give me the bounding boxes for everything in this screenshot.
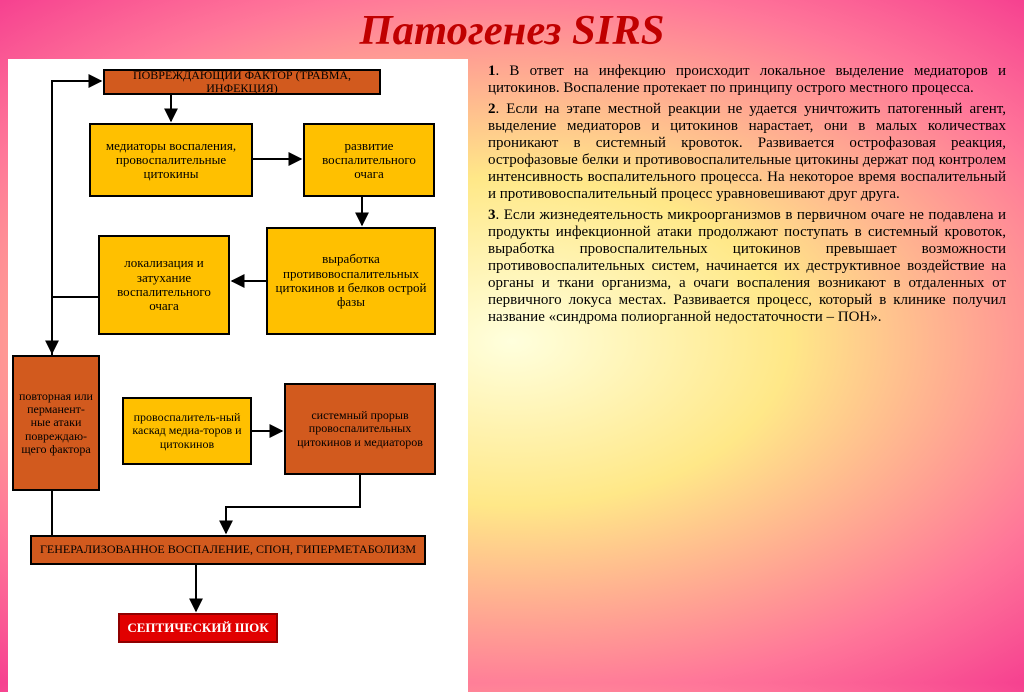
flow-node-b6: повторная или перманент-ные атаки повреж… (12, 355, 100, 491)
arrow (52, 297, 98, 353)
arrow (226, 475, 360, 533)
flow-node-b4: локализация и затухание воспалительного … (98, 235, 230, 335)
explanation-panel: 1. В ответ на инфекцию происходит локаль… (468, 55, 1024, 688)
page-title: Патогенез SIRS (0, 0, 1024, 55)
explain-item: 2. Если на этапе местной реакции не удае… (488, 101, 1006, 203)
flow-node-b10: СЕПТИЧЕСКИЙ ШОК (118, 613, 278, 643)
flow-node-b2: медиаторы воспаления, провоспалительные … (89, 123, 253, 197)
explain-num: 3 (488, 207, 496, 223)
explain-num: 1 (488, 63, 496, 79)
explain-item: 3. Если жизнедеятельность микроорганизмо… (488, 207, 1006, 326)
explain-text: . Если на этапе местной реакции не удает… (488, 101, 1006, 202)
explain-text: . Если жизнедеятельность микроорганизмов… (488, 207, 1006, 325)
flow-node-b7: провоспалитель-ный каскад медиа-торов и … (122, 397, 252, 465)
flow-node-b5: выработка противовоспалительных цитокино… (266, 227, 436, 335)
flow-node-b8: системный прорыв провоспалительных циток… (284, 383, 436, 475)
main-layout: ПОВРЕЖДАЮЩИЙ ФАКТОР (ТРАВМА, ИНФЕКЦИЯ) ме… (0, 55, 1024, 688)
flow-node-b1: ПОВРЕЖДАЮЩИЙ ФАКТОР (ТРАВМА, ИНФЕКЦИЯ) (103, 69, 381, 95)
flow-node-b9: ГЕНЕРАЛИЗОВАННОЕ ВОСПАЛЕНИЕ, СПОН, ГИПЕР… (30, 535, 426, 565)
flowchart-panel: ПОВРЕЖДАЮЩИЙ ФАКТОР (ТРАВМА, ИНФЕКЦИЯ) ме… (8, 59, 468, 692)
explain-text: . В ответ на инфекцию происходит локальн… (488, 63, 1006, 96)
explain-item: 1. В ответ на инфекцию происходит локаль… (488, 63, 1006, 97)
flow-node-b3: развитие воспалительного очага (303, 123, 435, 197)
explain-num: 2 (488, 101, 496, 117)
